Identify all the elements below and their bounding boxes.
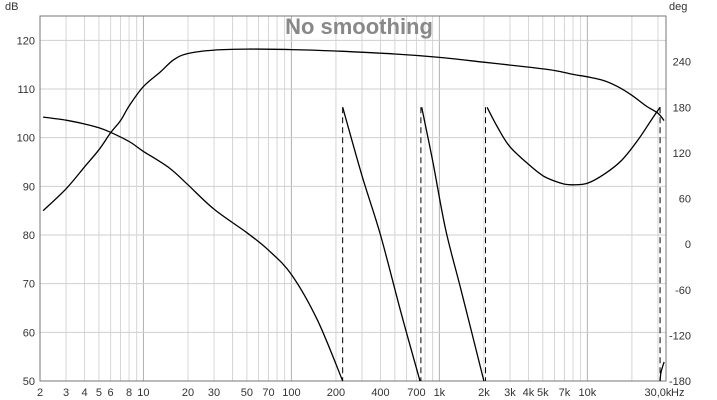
- x-tick-label: 10k: [578, 387, 596, 399]
- plot-frame: [39, 15, 667, 382]
- x-tick-label: 5k: [537, 387, 549, 399]
- right-tick-label: 240: [673, 57, 691, 69]
- x-tick-label: 2k: [478, 387, 490, 399]
- right-axis-ticks: -180 -120 -60 0 60 120 180 240: [669, 57, 691, 388]
- x-axis-unit: Hz: [671, 387, 684, 399]
- x-tick-label: 30,0k: [644, 387, 671, 399]
- phase-curve: [43, 116, 344, 382]
- phase-curve: [659, 361, 665, 382]
- right-tick-label: 180: [673, 102, 691, 114]
- left-tick-label: 100: [17, 133, 35, 145]
- x-tick-label: 20: [182, 387, 194, 399]
- right-tick-label: 120: [673, 148, 691, 160]
- left-axis-ticks: 50 60 70 80 90 100 110 120: [17, 35, 35, 388]
- x-tick-label: 4k: [523, 387, 535, 399]
- x-tick-label: 100: [282, 387, 300, 399]
- right-tick-label: 0: [685, 239, 691, 251]
- x-tick-label: 7k: [559, 387, 571, 399]
- x-tick-label: 5: [96, 387, 102, 399]
- left-axis-unit: dB: [5, 1, 18, 13]
- x-tick-label: 50: [241, 387, 253, 399]
- right-tick-label: -60: [675, 285, 691, 297]
- x-axis-ticks: 2 3 4 5 6 8 10 20 30 50 70 100 200 400 700 1k 2k 3k 4k 5k 7k…: [37, 387, 672, 399]
- chart-title: No smoothing: [285, 14, 433, 39]
- phase-curve: [486, 106, 661, 186]
- right-tick-label: 60: [679, 194, 691, 206]
- x-tick-label: 10: [137, 387, 149, 399]
- left-tick-label: 120: [17, 35, 35, 47]
- x-tick-label: 2: [37, 387, 43, 399]
- x-tick-label: 200: [327, 387, 345, 399]
- series-layer: [42, 48, 665, 382]
- x-tick-label: 6: [108, 387, 114, 399]
- magnitude-curve: [42, 48, 665, 212]
- left-tick-label: 90: [23, 181, 35, 193]
- left-tick-label: 50: [23, 376, 35, 388]
- right-tick-label: -180: [669, 376, 691, 388]
- x-tick-label: 3k: [504, 387, 516, 399]
- x-tick-label: 400: [371, 387, 389, 399]
- x-tick-label: 8: [126, 387, 132, 399]
- x-tick-label: 3: [63, 387, 69, 399]
- phase-wrap-markers: [342, 107, 661, 381]
- phase-curve: [342, 107, 421, 382]
- right-tick-label: -120: [669, 330, 691, 342]
- left-tick-label: 70: [23, 279, 35, 291]
- phase-curve: [421, 107, 485, 382]
- right-axis-unit: deg: [669, 1, 687, 13]
- x-tick-label: 30: [208, 387, 220, 399]
- x-tick-label: 1k: [434, 387, 446, 399]
- x-tick-label: 700: [407, 387, 425, 399]
- left-tick-label: 60: [23, 327, 35, 339]
- left-tick-label: 110: [17, 84, 35, 96]
- x-tick-label: 4: [81, 387, 87, 399]
- x-tick-label: 70: [262, 387, 274, 399]
- left-tick-label: 80: [23, 230, 35, 242]
